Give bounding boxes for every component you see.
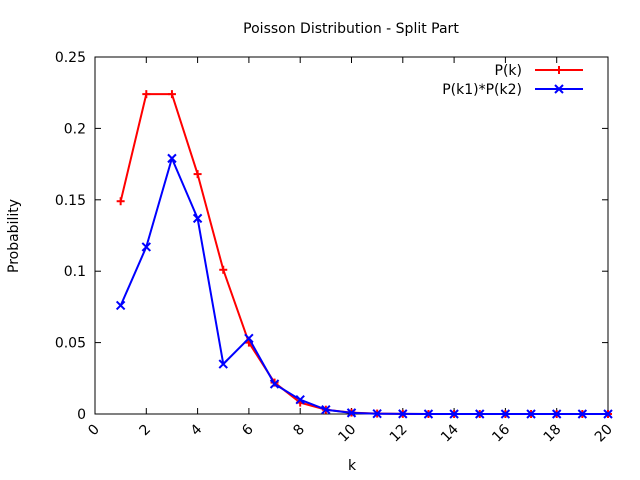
data-point-0 [116,197,125,206]
axis-ticks: 0 0.05 0.1 0.15 0.2 0.25 0 2 4 6 8 10 12 14 16 18 20 [55,50,616,445]
x-axis-label: k [348,458,357,474]
y-tick-label: 0.1 [64,264,86,280]
legend-label-1: P(k1)*P(k2) [442,82,522,98]
marker-stroke [577,409,588,419]
marker-stroke [526,409,536,419]
data-point-1 [167,153,177,164]
data-point-1 [500,409,511,419]
marker-stroke [372,409,382,419]
legend-marker-0 [555,66,563,74]
data-point-1 [551,409,562,419]
data-point-1 [192,213,203,224]
marker-stroke [244,333,254,344]
marker-stroke [167,153,177,164]
series-line-0 [119,93,608,415]
x-tick-label: 20 [592,422,616,446]
marker-stroke [218,359,228,369]
marker-stroke [500,409,511,419]
y-tick-label: 0.15 [55,193,86,209]
x-tick-label: 8 [290,422,308,440]
legend: P(k) P(k1)*P(k2) [442,63,583,98]
y-tick-label: 0.05 [55,336,86,352]
marker-stroke [192,213,203,224]
data-point-1 [449,409,459,419]
x-tick-label: 12 [387,422,411,446]
data-point-1 [423,409,434,419]
data-point-1 [115,300,126,311]
x-tick-label: 18 [541,422,565,446]
data-point-1 [398,409,408,419]
data-point-1 [346,408,357,418]
marker-stroke [603,409,613,419]
data-point-1 [269,379,280,389]
data-point-1 [295,395,305,405]
series-group [115,90,613,419]
x-tick-label: 6 [239,421,257,439]
legend-marker-1 [554,84,564,94]
data-point-1 [526,409,536,419]
data-point-0 [219,265,228,274]
legend-label-0: P(k) [495,63,522,79]
marker-stroke [551,409,562,419]
data-point-0 [167,90,176,99]
data-point-0 [142,90,151,99]
data-point-1 [141,242,152,252]
data-point-1 [321,405,331,415]
series-line-1 [119,157,608,415]
marker-stroke [346,408,357,418]
x-tick-label: 10 [335,422,359,446]
x-tick-label: 2 [137,422,155,440]
marker-stroke [269,379,280,389]
data-point-1 [372,409,382,419]
marker-stroke [475,409,485,419]
marker-stroke [398,409,408,419]
x-tick-label: 0 [85,422,103,440]
data-point-1 [218,359,228,369]
y-tick-label: 0.2 [64,121,86,137]
data-point-1 [244,333,254,344]
marker-stroke [115,300,126,311]
marker-stroke [295,395,305,405]
marker-stroke [449,409,459,419]
y-tick-label: 0.25 [55,50,86,66]
marker-stroke [321,405,331,415]
data-point-1 [475,409,485,419]
data-point-0 [193,170,202,179]
data-point-1 [577,409,588,419]
plot-frame [94,56,609,415]
marker-stroke [141,242,152,252]
chart-title: Poisson Distribution - Split Part [243,21,459,37]
y-axis-label: Probability [6,199,22,273]
marker-stroke [423,409,434,419]
x-tick-label: 4 [188,421,206,439]
x-tick-label: 16 [489,421,513,445]
x-tick-label: 14 [438,421,462,445]
data-point-1 [603,409,613,419]
y-tick-label: 0 [77,407,86,423]
